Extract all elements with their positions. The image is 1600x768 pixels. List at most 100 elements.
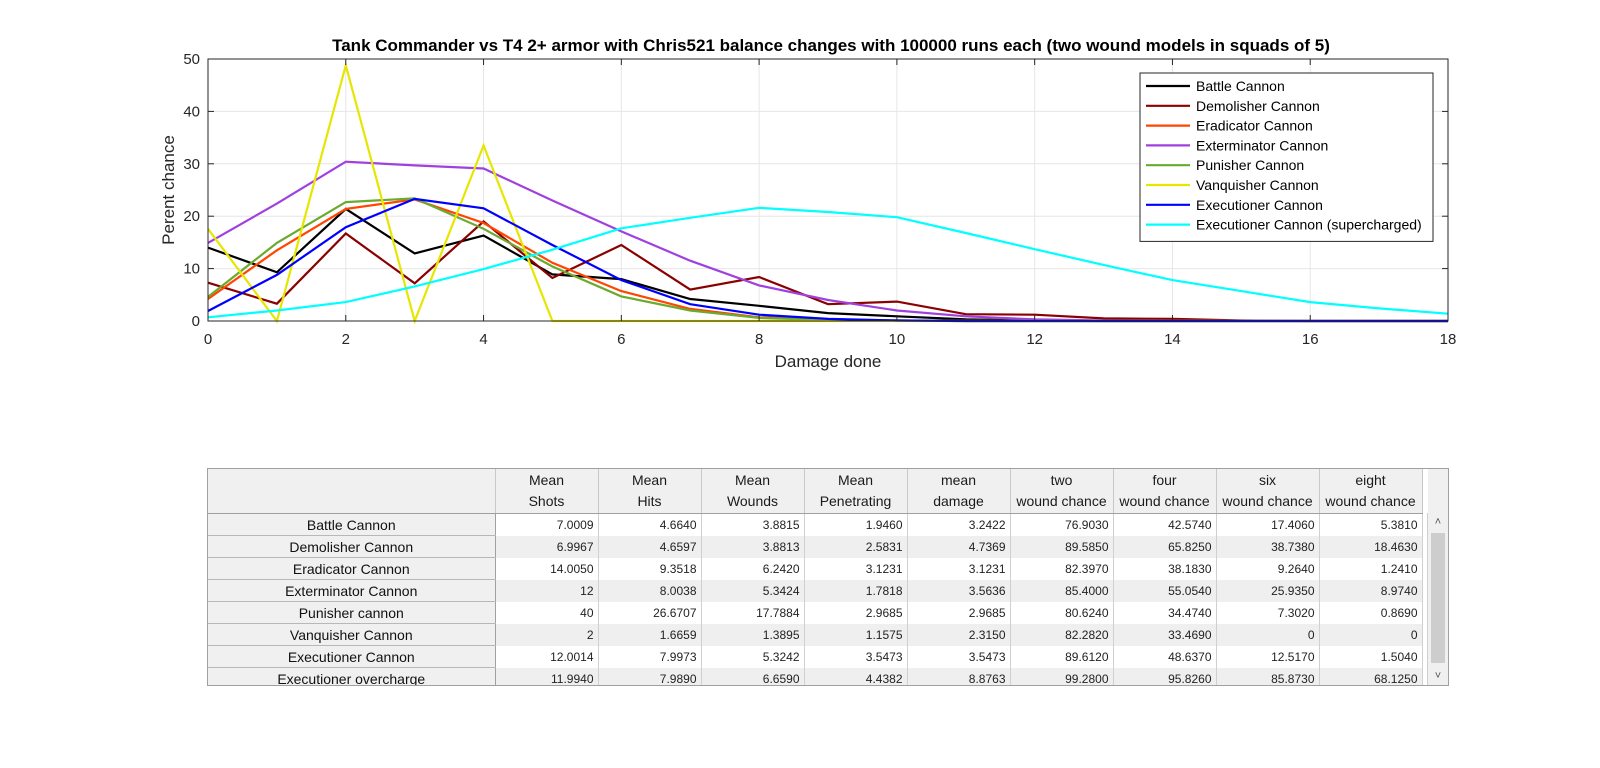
table-row[interactable]: Vanquisher Cannon 2 1.6659 1.3895 1.1575 2.31… — [208, 623, 1423, 646]
table-cell[interactable]: 1.9460 — [804, 513, 908, 536]
table-cell[interactable]: 2 — [495, 623, 599, 646]
table-cell[interactable]: 38.1830 — [1113, 557, 1217, 580]
table-cell[interactable]: 4.4382 — [804, 667, 908, 685]
scroll-down-icon[interactable]: ˅ — [1434, 670, 1442, 682]
table-cell[interactable]: 55.0540 — [1113, 579, 1217, 602]
column-header-line: Mean — [734, 472, 771, 488]
table-cell[interactable]: 1.1575 — [804, 623, 908, 646]
table-cell[interactable]: 48.6370 — [1113, 645, 1217, 668]
vertical-scrollbar[interactable]: ˄ ˅ — [1427, 513, 1448, 685]
table-cell[interactable]: 7.9973 — [598, 645, 702, 668]
table-cell[interactable]: 89.5850 — [1010, 535, 1114, 558]
table-cell[interactable]: 6.9967 — [495, 535, 599, 558]
table-row[interactable]: Exterminator Cannon 12 8.0038 5.3424 1.7818 3… — [208, 579, 1423, 602]
table-cell[interactable]: 17.7884 — [701, 601, 805, 624]
table-cell[interactable]: 82.2820 — [1010, 623, 1114, 646]
table-cell[interactable]: 7.9890 — [598, 667, 702, 685]
table-cell[interactable]: 85.8730 — [1216, 667, 1320, 685]
series-line-executioner-cannon-supercharged — [207, 206, 1449, 319]
table-cell[interactable]: 4.6597 — [598, 535, 702, 558]
table-cell[interactable]: 6.6590 — [701, 667, 805, 685]
table-cell[interactable]: 18.4630 — [1319, 535, 1423, 558]
column-header[interactable]: Mean Shots — [495, 469, 599, 514]
table-cell[interactable]: 1.7818 — [804, 579, 908, 602]
table-cell[interactable]: 9.3518 — [598, 557, 702, 580]
table-cell[interactable]: 4.7369 — [907, 535, 1011, 558]
table-cell[interactable]: 1.5040 — [1319, 645, 1423, 668]
y-tick-label: 50 — [183, 51, 200, 68]
table-cell[interactable]: 9.2640 — [1216, 557, 1320, 580]
table-row[interactable]: Executioner Cannon 12.0014 7.9973 5.3242 3.5… — [208, 645, 1423, 668]
column-header[interactable]: four wound chance — [1113, 469, 1217, 514]
table-cell[interactable]: 40 — [495, 601, 599, 624]
table-cell[interactable]: 5.3810 — [1319, 513, 1423, 536]
table-cell[interactable]: 76.9030 — [1010, 513, 1114, 536]
table-cell[interactable]: 34.4740 — [1113, 601, 1217, 624]
table-cell[interactable]: 11.9940 — [495, 667, 599, 685]
table-cell[interactable]: 12.0014 — [495, 645, 599, 668]
table-cell[interactable]: 3.8815 — [701, 513, 805, 536]
table-cell[interactable]: 17.4060 — [1216, 513, 1320, 536]
table-cell[interactable]: 7.0009 — [495, 513, 599, 536]
column-header-line: six — [1258, 472, 1277, 488]
column-header[interactable]: two wound chance — [1010, 469, 1114, 514]
column-header[interactable]: mean damage — [907, 469, 1011, 514]
table-cell[interactable]: 0.8690 — [1319, 601, 1423, 624]
table-cell[interactable]: 6.2420 — [701, 557, 805, 580]
table-cell[interactable]: 0 — [1319, 623, 1423, 646]
table-cell[interactable]: 2.5831 — [804, 535, 908, 558]
column-header[interactable]: six wound chance — [1216, 469, 1320, 514]
table-cell[interactable]: 3.8813 — [701, 535, 805, 558]
table-cell[interactable]: 5.3242 — [701, 645, 805, 668]
column-header[interactable]: Mean Hits — [598, 469, 702, 514]
table-cell[interactable]: 65.8250 — [1113, 535, 1217, 558]
table-cell[interactable]: 12.5170 — [1216, 645, 1320, 668]
table-cell[interactable]: 3.5473 — [907, 645, 1011, 668]
table-row[interactable]: Battle Cannon 7.0009 4.6640 3.8815 1.9460 3.2… — [208, 513, 1423, 536]
table-cell[interactable]: 85.4000 — [1010, 579, 1114, 602]
table-cell[interactable]: 8.9740 — [1319, 579, 1423, 602]
table-cell[interactable]: 3.2422 — [907, 513, 1011, 536]
table-row[interactable]: Eradicator Cannon 14.0050 9.3518 6.2420 3.12… — [208, 557, 1423, 580]
table-cell[interactable]: 25.9350 — [1216, 579, 1320, 602]
table-row[interactable]: Demolisher Cannon 6.9967 4.6597 3.8813 2.583… — [208, 535, 1423, 558]
column-header[interactable]: Mean Penetrating — [804, 469, 908, 514]
table-cell[interactable]: 3.5636 — [907, 579, 1011, 602]
table-cell[interactable]: 2.9685 — [804, 601, 908, 624]
table-cell[interactable]: 4.6640 — [598, 513, 702, 536]
scroll-up-icon[interactable]: ˄ — [1434, 516, 1442, 528]
table-row[interactable]: Punisher cannon 40 26.6707 17.7884 2.9685 2.9… — [208, 601, 1423, 624]
table-cell[interactable]: 95.8260 — [1113, 667, 1217, 685]
table-cell[interactable]: 3.1231 — [907, 557, 1011, 580]
table-cell[interactable]: 8.8763 — [907, 667, 1011, 685]
table-cell[interactable]: 82.3970 — [1010, 557, 1114, 580]
table-cell[interactable]: 26.6707 — [598, 601, 702, 624]
table-cell[interactable]: 68.1250 — [1319, 667, 1423, 685]
table-cell[interactable]: 42.5740 — [1113, 513, 1217, 536]
column-header-line: damage — [933, 493, 984, 509]
table-cell[interactable]: 89.6120 — [1010, 645, 1114, 668]
table-cell[interactable]: 8.0038 — [598, 579, 702, 602]
table-cell[interactable]: 2.3150 — [907, 623, 1011, 646]
table-cell[interactable]: 2.9685 — [907, 601, 1011, 624]
table-cell[interactable]: 7.3020 — [1216, 601, 1320, 624]
table-cell[interactable]: 99.2800 — [1010, 667, 1114, 685]
table-cell[interactable]: 3.1231 — [804, 557, 908, 580]
table-cell[interactable]: 14.0050 — [495, 557, 599, 580]
table-cell[interactable]: 3.5473 — [804, 645, 908, 668]
table-cell[interactable]: 33.4690 — [1113, 623, 1217, 646]
table-cell[interactable]: 0 — [1216, 623, 1320, 646]
table-row[interactable]: Executioner overcharge 11.9940 7.9890 6.659… — [208, 667, 1423, 685]
table-cell[interactable]: 1.3895 — [701, 623, 805, 646]
column-header-line: Mean — [528, 472, 565, 488]
table-cell[interactable]: 80.6240 — [1010, 601, 1114, 624]
table-cell[interactable]: 1.6659 — [598, 623, 702, 646]
table-cell[interactable]: 1.2410 — [1319, 557, 1423, 580]
scrollbar-thumb[interactable] — [1431, 533, 1445, 663]
table-cell[interactable]: 5.3424 — [701, 579, 805, 602]
column-header[interactable]: eight wound chance — [1319, 469, 1423, 514]
legend-entry: Punisher Cannon — [1196, 157, 1304, 173]
column-header[interactable]: Mean Wounds — [701, 469, 805, 514]
table-cell[interactable]: 38.7380 — [1216, 535, 1320, 558]
table-cell[interactable]: 12 — [495, 579, 599, 602]
